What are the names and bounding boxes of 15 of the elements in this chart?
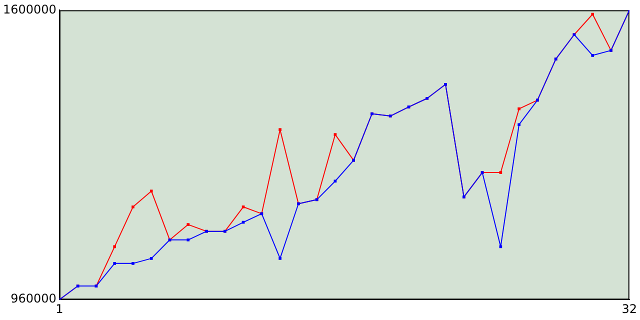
- point: [591, 12, 594, 16]
- point: [186, 238, 190, 242]
- point: [113, 245, 116, 248]
- point: [186, 223, 190, 226]
- point: [334, 133, 337, 136]
- y-tick-label: 960000: [10, 292, 56, 306]
- y-tick-label: 1600000: [2, 2, 56, 16]
- point: [150, 190, 153, 192]
- point: [242, 205, 245, 208]
- x-tick-label: 1: [56, 302, 64, 316]
- point: [499, 171, 502, 174]
- point: [150, 257, 153, 260]
- x-tick-label: 32: [622, 302, 638, 316]
- point: [334, 180, 337, 183]
- point: [518, 107, 520, 110]
